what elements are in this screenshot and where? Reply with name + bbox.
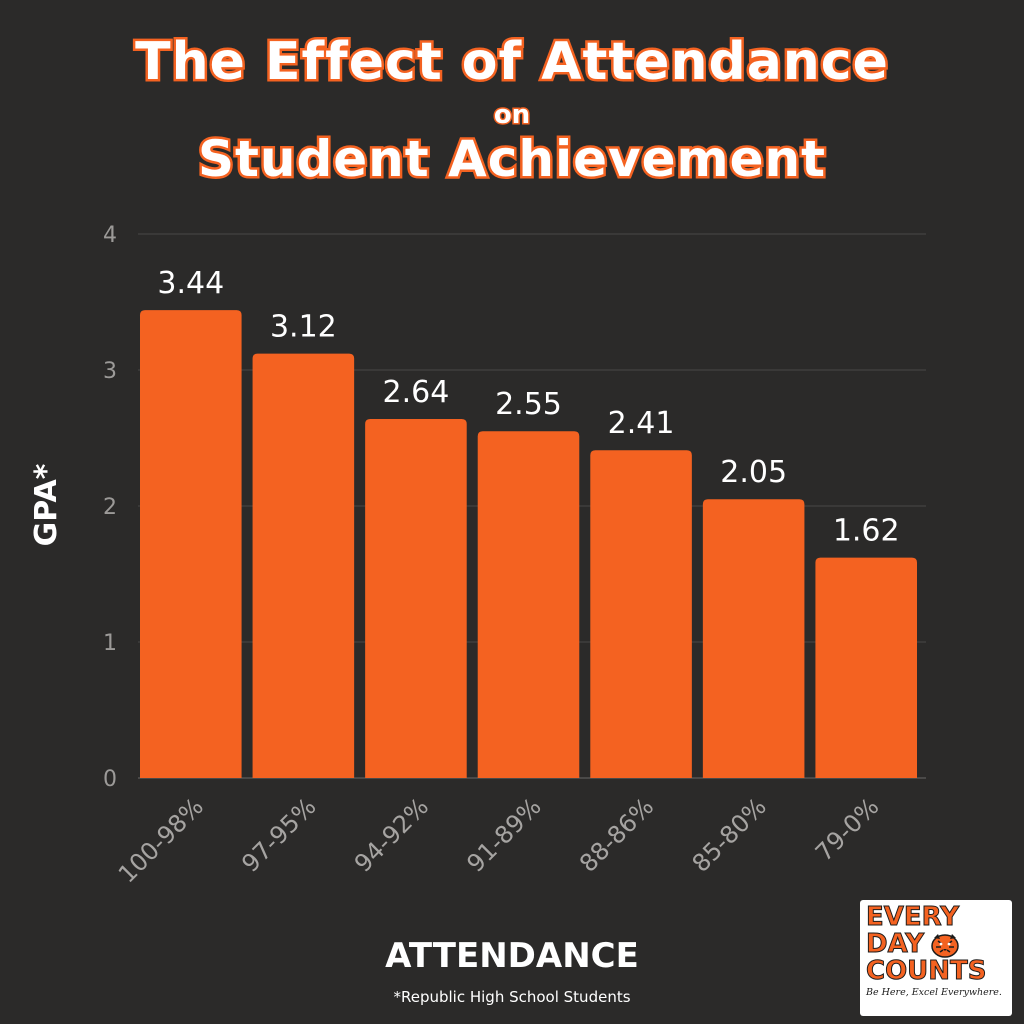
value-label: 3.44 [157,266,224,301]
value-label: 3.12 [270,310,337,345]
bar [140,310,242,778]
value-label: 2.41 [608,406,675,441]
x-tick-label: 97-95% [236,792,321,877]
chart-subtitle: Student Achievement [195,128,827,191]
x-tick-label: 88-86% [574,792,659,877]
chart-title-connector: on [492,99,531,132]
logo-row-day: DAY [865,929,1006,959]
y-axis-ticks: 0 1 2 3 4 [103,223,117,792]
x-tick-label: 100-98% [113,792,209,888]
value-labels: 3.44 3.12 2.64 2.55 2.41 2.05 1.62 [157,266,899,549]
footnote: *Republic High School Students [393,988,631,1006]
x-axis-ticks: 100-98% 97-95% 94-92% 91-89% 88-86% 85-80% 79-… [113,792,884,888]
bar [252,353,355,778]
bar [365,418,467,778]
x-tick-label: 85-80% [687,792,772,877]
y-tick-label: 0 [103,767,117,792]
y-tick-label: 4 [103,223,117,248]
x-axis-label: ATTENDANCE [385,936,639,976]
every-day-counts-logo: EVERY DAY COUNTS Be Here, Excel Everywhe… [860,900,1012,1016]
x-tick-label: 94-92% [349,792,434,877]
logo-line-counts: COUNTS [866,956,988,986]
value-label: 2.05 [720,455,787,490]
value-label: 1.62 [833,514,900,549]
y-tick-label: 3 [103,359,117,384]
y-axis-label: GPA* [29,463,64,546]
y-tick-label: 2 [103,495,117,520]
logo-line-day: DAY [865,929,925,959]
value-label: 2.55 [495,387,562,422]
value-label: 2.64 [383,375,450,410]
x-tick-label: 79-0% [810,792,884,866]
bar [815,557,917,778]
logo-line-every: EVERY [866,902,960,932]
bars [140,310,917,778]
chart-title: The Effect of Attendance [133,30,891,95]
bar [477,431,580,778]
bar [590,450,692,778]
bar [702,499,805,778]
tiger-head-icon [931,933,959,958]
logo-tagline: Be Here, Excel Everywhere. [866,987,1002,998]
y-tick-label: 1 [103,631,117,656]
x-tick-label: 91-89% [462,792,547,877]
